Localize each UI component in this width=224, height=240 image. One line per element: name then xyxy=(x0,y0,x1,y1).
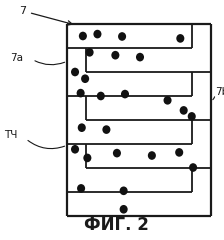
Circle shape xyxy=(81,74,89,83)
Circle shape xyxy=(176,34,184,43)
Circle shape xyxy=(93,30,101,38)
Circle shape xyxy=(120,186,128,195)
Circle shape xyxy=(175,148,183,157)
Circle shape xyxy=(164,96,172,105)
Text: 7a: 7a xyxy=(10,53,23,63)
Circle shape xyxy=(136,53,144,61)
Circle shape xyxy=(188,112,196,121)
Circle shape xyxy=(120,205,128,214)
Circle shape xyxy=(71,145,79,154)
Circle shape xyxy=(111,51,119,60)
Circle shape xyxy=(102,125,110,134)
Text: ТЧ: ТЧ xyxy=(4,130,18,140)
Circle shape xyxy=(86,48,94,57)
Circle shape xyxy=(189,163,197,172)
Text: 7b: 7b xyxy=(215,87,224,97)
Circle shape xyxy=(113,149,121,157)
Circle shape xyxy=(77,89,85,97)
Circle shape xyxy=(71,68,79,76)
Circle shape xyxy=(78,123,86,132)
Circle shape xyxy=(83,154,91,162)
Text: 7: 7 xyxy=(19,6,72,25)
Circle shape xyxy=(148,151,156,160)
Circle shape xyxy=(97,92,105,100)
Circle shape xyxy=(180,106,188,115)
Circle shape xyxy=(77,184,85,193)
Circle shape xyxy=(79,32,87,40)
Circle shape xyxy=(118,32,126,41)
Text: ФИГ. 2: ФИГ. 2 xyxy=(84,216,149,234)
Circle shape xyxy=(121,90,129,98)
